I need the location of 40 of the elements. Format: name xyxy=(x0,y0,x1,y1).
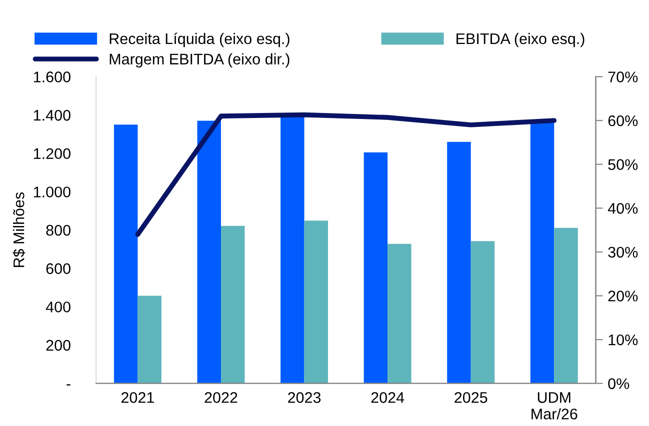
y2-tick-label: 0% xyxy=(608,378,630,390)
x-tick-label: 2021 xyxy=(121,392,154,403)
y-tick-label: 600 xyxy=(46,263,70,274)
line-series xyxy=(135,112,557,237)
x-tick-label: 2024 xyxy=(371,392,404,403)
y2-tick-label: 20% xyxy=(608,290,638,302)
x-tick-label: 2025 xyxy=(454,392,488,403)
y-tick-label: 1.600 xyxy=(34,72,70,82)
y2-tick-label: 40% xyxy=(608,203,638,214)
bar xyxy=(447,142,471,384)
y2-tick-label: 30% xyxy=(608,246,638,258)
bar xyxy=(138,296,162,384)
bar xyxy=(388,244,412,384)
y-tick-label: - xyxy=(66,384,70,386)
y-tick-label: 1.000 xyxy=(34,186,70,198)
bar xyxy=(220,226,245,384)
y2-tick-label: 60% xyxy=(608,115,638,126)
y2-tick-label: 50% xyxy=(608,159,638,170)
x-tick-label: 2023 xyxy=(288,392,321,403)
y-tick-label: 200 xyxy=(46,340,70,351)
bar xyxy=(554,228,578,384)
y2-tick-label: 10% xyxy=(608,334,638,346)
x-tick-label: UDM Mar/26 xyxy=(532,392,578,420)
bar xyxy=(197,120,221,384)
bar xyxy=(470,241,495,384)
bar xyxy=(530,122,554,384)
legend-label: Margem EBITDA (eixo dir.) xyxy=(110,53,290,68)
y-tick-label: 1.400 xyxy=(34,110,70,121)
y-tick-label: 800 xyxy=(46,224,70,236)
bar xyxy=(280,116,304,384)
bar xyxy=(304,220,328,384)
y-axis-title: R$ Milhões xyxy=(12,192,26,267)
bar xyxy=(114,124,138,384)
y-tick-label: 400 xyxy=(46,302,70,312)
legend-label: Receita Líquida (eixo esq.) xyxy=(110,32,290,48)
bar xyxy=(364,152,388,384)
legend-label: EBITDA (eixo esq.) xyxy=(456,32,584,48)
y2-tick-label: 70% xyxy=(608,72,638,82)
y-tick-label: 1.200 xyxy=(34,148,70,160)
x-tick-label: 2022 xyxy=(204,392,238,403)
